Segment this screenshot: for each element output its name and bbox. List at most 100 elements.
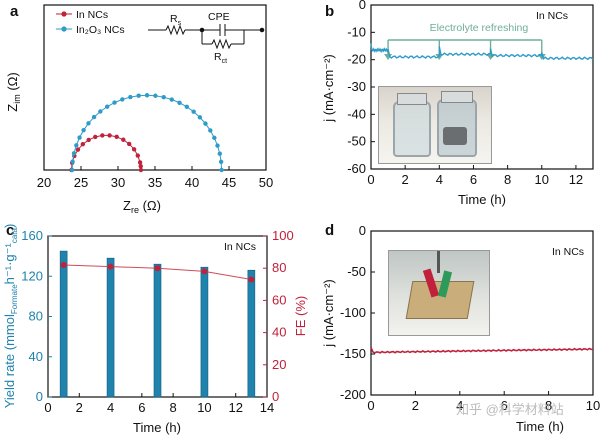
data-marks-b	[370, 43, 594, 61]
circuit-label-rct: Rct	[214, 51, 227, 65]
y-tick-label-b: -10	[347, 24, 366, 39]
y2-tick-label-c: 80	[272, 260, 286, 275]
data-point-in2o3	[71, 151, 77, 156]
inset-photo-electrolyzer	[388, 250, 490, 336]
bar-yield	[200, 266, 209, 398]
data-point-in	[138, 163, 143, 169]
x-axis-label-d: Time (h)	[516, 419, 564, 434]
x-tick-label-c: 12	[228, 400, 242, 415]
data-point-in	[138, 167, 144, 173]
data-point-in2o3	[169, 97, 174, 102]
data-point-in2o3	[219, 167, 224, 173]
x-tick-label-c: 8	[170, 400, 177, 415]
y2-tick-label-c: 60	[272, 292, 286, 307]
x-tick-label-b: 2	[402, 172, 409, 187]
y-tick-label-b: -20	[347, 52, 366, 67]
legend-label-in: In NCs	[76, 9, 108, 21]
watermark: 知乎 @科学材料站	[456, 402, 564, 417]
bar-yield	[106, 257, 115, 398]
data-point-in	[86, 137, 91, 143]
data-point-in2o3	[218, 159, 224, 164]
bar-yield	[247, 269, 256, 398]
legend-a: In NCs In₂O₃ NCs	[56, 9, 125, 36]
y-tick-label-c: 160	[21, 228, 43, 243]
legend-marker-in2o3	[61, 26, 67, 32]
y2-tick-label-c: 100	[272, 228, 294, 243]
x-tick-label-d: 10	[586, 398, 600, 413]
panel-letter-d: d	[325, 222, 334, 239]
data-point-in2o3	[203, 121, 208, 126]
y-tick-label-b: 0	[359, 0, 366, 12]
panel-letter-a: a	[10, 3, 19, 20]
data-point-in2o3	[91, 114, 97, 120]
data-point-in2o3	[161, 94, 166, 100]
fe-point	[201, 268, 208, 275]
x-tick-label-c: 10	[197, 400, 211, 415]
bottle-right-cap	[441, 91, 473, 103]
fe-point	[60, 261, 67, 268]
data-point-in2o3	[69, 167, 75, 173]
y2-tick-label-c: 20	[272, 357, 286, 372]
y-axis-label-a: Zim (Ω)	[5, 72, 22, 111]
y-tick-label-c: 0	[36, 389, 43, 404]
data-point-in2o3	[215, 143, 220, 148]
x-tick-label-a: 50	[259, 175, 273, 190]
y-axis-label-c: Yield rate (mmolFormateh⁻¹·g⁻¹cata)	[2, 224, 19, 409]
wire	[437, 251, 440, 273]
series-line-in2o3	[71, 94, 223, 171]
data-point-in	[93, 134, 98, 140]
panel-a: a 20 25 30 35 40 45 50 In NCs In₂O₃ NCs	[5, 3, 273, 215]
x-tick-label-a: 20	[37, 175, 51, 190]
x-tick-label-a: 45	[222, 175, 236, 190]
x-tick-label-a: 30	[111, 175, 125, 190]
x-axis-label-c: Time (h)	[133, 420, 181, 435]
current-density-trace-d	[370, 347, 594, 354]
x-tick-label-b: 0	[367, 172, 374, 187]
y-tick-label-b: -60	[347, 161, 366, 176]
data-point-in2o3	[112, 100, 117, 105]
fe-point	[248, 276, 255, 283]
data-point-in2o3	[217, 151, 223, 156]
bottle-left-cap	[397, 93, 427, 105]
data-marks-c	[59, 250, 256, 398]
x-axis-label-a: Zre (Ω)	[123, 198, 161, 215]
data-point-in	[135, 153, 140, 158]
circuit-node	[259, 27, 265, 33]
data-point-in2o3	[191, 109, 196, 114]
bottle-right-sample	[443, 127, 467, 145]
data-marks-a	[69, 93, 224, 173]
sample-label-b: In NCs	[536, 10, 568, 22]
y-tick-label-b: -30	[347, 79, 366, 94]
data-point-in2o3	[104, 104, 110, 109]
x-tick-label-b: 8	[504, 172, 511, 187]
fe-point	[107, 263, 114, 270]
panel-b: b 0 2 4 6 8 10 12 0 -10 -20 -30 -40 -50 -60 Electroly…	[321, 0, 594, 207]
data-point-in	[100, 133, 105, 138]
x-axis-label-b: Time (h)	[458, 192, 506, 207]
y-tick-label-b: -50	[347, 134, 366, 149]
data-point-in2o3	[208, 128, 213, 133]
current-density-trace-b	[370, 43, 594, 61]
y-tick-label-c: 120	[21, 268, 43, 283]
y-axis-label-b: j (mA·cm⁻²)	[321, 54, 336, 123]
x-tick-label-b: 12	[569, 172, 583, 187]
y-axis-label-d: j (mA·cm⁻²)	[321, 279, 336, 348]
bottle-left	[393, 101, 431, 157]
data-point-in2o3	[144, 93, 150, 98]
data-point-in	[131, 147, 137, 152]
inset-photo-bottles	[378, 86, 492, 164]
bar-yield	[153, 263, 162, 398]
y-tick-label-c: 40	[29, 349, 43, 364]
x-tick-label-d: 2	[412, 398, 419, 413]
x-ticks-a: 20 25 30 35 40 45 50	[37, 166, 273, 190]
x-tick-label-a: 35	[148, 175, 162, 190]
panel-d: d 0 2 4 6 8 10 0 -50 -100 -150 -200 In NCs j (mA·c…	[321, 222, 600, 434]
circuit-label-rs: Rs	[170, 13, 182, 27]
bar-yield	[59, 250, 68, 398]
y-tick-label-d: -150	[340, 346, 366, 361]
panel-letter-b: b	[325, 3, 334, 20]
panel-letter-c: c	[6, 222, 14, 239]
data-point-in	[75, 147, 81, 152]
